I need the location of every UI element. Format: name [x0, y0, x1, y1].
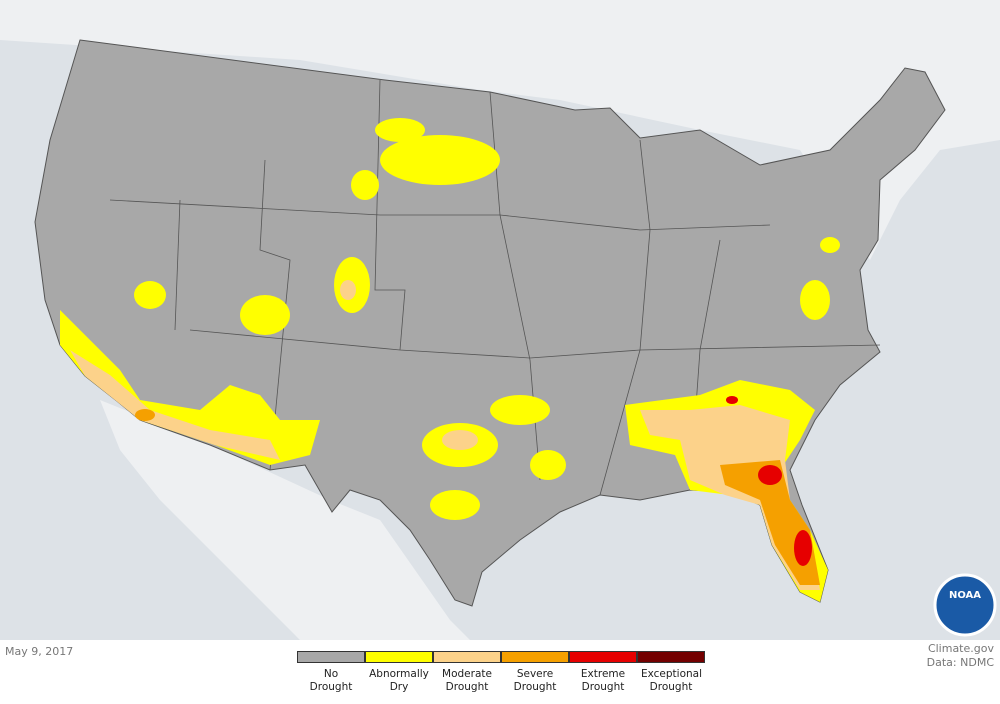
legend-swatch [501, 651, 569, 663]
legend-swatch [433, 651, 501, 663]
legend-swatch [637, 651, 705, 663]
source: Climate.gov [927, 642, 994, 655]
legend-label: No Drought [309, 668, 353, 693]
legend-label: Moderate Drought [442, 668, 492, 693]
date: May 9, 2017 [5, 645, 74, 658]
legend-swatch [365, 651, 433, 663]
legend-item: Abnormally Dry [365, 651, 433, 694]
legend-item: No Drought [297, 651, 365, 694]
mexico [100, 400, 470, 640]
legend-swatch [569, 651, 637, 663]
legend-item: Exceptional Drought [637, 651, 705, 694]
legend-item: Severe Drought [501, 651, 569, 694]
legend-item: Moderate Drought [433, 651, 501, 694]
legend-label: Extreme Drought [580, 668, 626, 693]
legend-item: Extreme Drought [569, 651, 637, 694]
legend-label: Abnormally Dry [369, 668, 429, 693]
legend-label: Severe Drought [513, 668, 557, 693]
legend: No Drought Abnormally Dry Moderate Drought… [297, 651, 705, 694]
canada [0, 0, 1000, 260]
legend-swatch [297, 651, 365, 663]
data-credit: Data: NDMC [926, 656, 994, 669]
noaa-logo [933, 573, 997, 637]
drought-areas [60, 118, 840, 602]
logo-text: NOAA [949, 590, 981, 601]
map: NOAA [0, 0, 1000, 640]
legend-label: Exceptional Drought [641, 668, 703, 693]
